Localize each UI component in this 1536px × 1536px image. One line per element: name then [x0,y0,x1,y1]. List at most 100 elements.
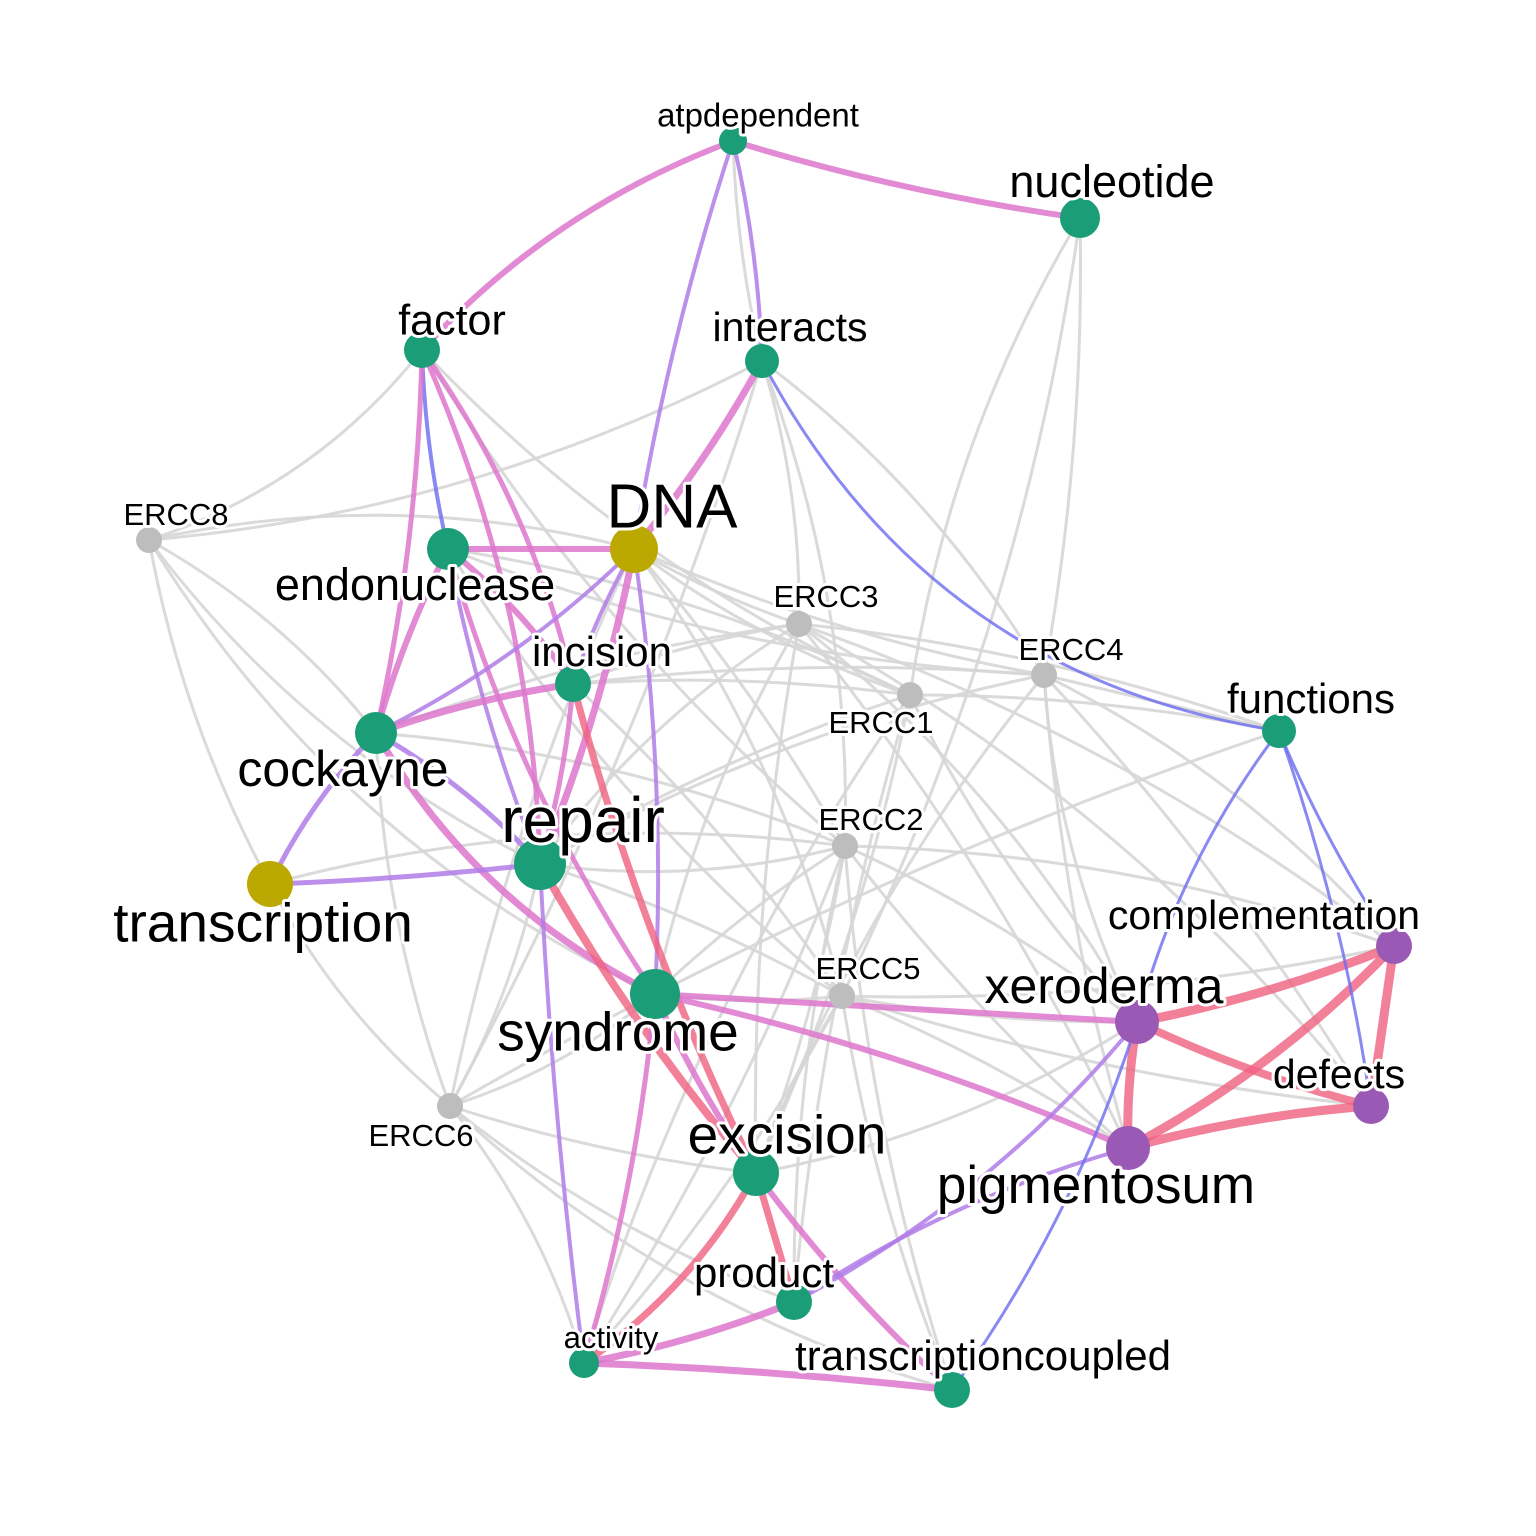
node-label-pigmentosum: pigmentosum [937,1156,1255,1215]
node-label-DNA: DNA [607,472,739,541]
edge-ERCC2-DNA [632,547,847,848]
edge-xeroderma-transcriptioncoupled [950,1020,1139,1392]
edge-ERCC5-complementation [840,944,1396,999]
node-label-transcription: transcription [113,892,413,954]
edge-ERCC2-complementation [843,844,1396,948]
edge-ERCC4-pigmentosum [1042,673,1130,1150]
edge-ERCC1-xeroderma [908,693,1139,1024]
edge-repair-activity [538,862,586,1365]
edge-ERCC3-excision [753,622,801,1175]
edge-cockayne-syndrome [372,729,659,998]
edge-activity-product [580,1298,798,1367]
node-label-ERCC3: ERCC3 [773,579,878,614]
node-defects [1353,1088,1389,1124]
edge-ERCC1-DNA [632,547,912,697]
edge-complementation-pigmentosum [1123,941,1399,1153]
edge-ERCC2-pigmentosum [843,844,1130,1150]
edge-incision-excision [569,680,760,1177]
edge-complementation-defects [1366,941,1399,1111]
node-ERCC4 [1031,662,1057,688]
node-ERCC2 [832,833,858,859]
edge-repair-excision [536,860,760,1177]
edge-ERCC1-repair [538,693,912,866]
edge-interacts-DNA [630,357,766,553]
node-label-xeroderma: xeroderma [985,958,1224,1014]
node-label-product: product [694,1249,834,1296]
edge-ERCC3-syndrome [653,622,801,996]
node-ERCC6 [437,1093,463,1119]
edge-ERCC8-syndrome [147,538,657,996]
edge-atpdependent-interacts [731,139,764,363]
edge-ERCC3-complementation [797,622,1396,948]
edge-ERCC5-endonuclease [446,547,844,998]
edge-syndrome-xeroderma [652,991,1140,1025]
edge-syndrome-activity [581,991,658,1366]
edge-atpdependent-interacts [731,139,764,363]
edge-incision-cockayne [372,680,577,737]
edge-functions-xeroderma [1135,729,1281,1024]
edge-ERCC3-interacts [760,359,801,626]
edge-ERCC6-interacts [448,359,764,1108]
node-cockayne [355,712,397,754]
node-label-cockayne: cockayne [237,741,448,797]
node-xeroderma [1115,1000,1159,1044]
edge-DNA-syndrome [632,547,661,996]
edge-ERCC5-defects [840,994,1373,1108]
edge-endonuclease-incision [445,546,576,687]
node-label-excision: excision [688,1104,887,1166]
node-label-ERCC4: ERCC4 [1018,632,1123,667]
edge-ERCC8-transcription [147,538,272,886]
edge-ERCC3-repair [538,622,801,866]
edge-ERCC2-syndrome [653,844,847,996]
edge-xeroderma-complementation [1132,941,1399,1027]
edge-ERCC3-xeroderma [797,622,1139,1024]
node-endonuclease [427,528,469,570]
edge-ERCC1-incision [571,678,912,697]
label-layer: atpdependent nucleotide factor interacts ERC… [110,94,1423,1382]
node-label-defects: defects [1273,1051,1405,1097]
node-label-ERCC5: ERCC5 [815,951,920,986]
node-factor [404,332,440,368]
node-label-transcriptioncoupled: transcriptioncoupled [795,1332,1171,1379]
node-incision [555,666,591,702]
edge-DNA-repair [536,545,638,868]
edge-endonuclease-cockayne [373,546,451,736]
node-syndrome [630,969,680,1019]
edge-ERCC5-incision [571,682,844,998]
node-layer [136,127,1412,1408]
edge-ERCC2-transcription [268,831,847,886]
edge-repair-transcription [267,861,543,887]
node-ERCC5 [829,983,855,1009]
edge-ERCC5-activity [582,994,844,1365]
node-label-ERCC2: ERCC2 [818,802,923,837]
edge-factor-incision [419,347,576,687]
edge-ERCC8-interacts [147,359,764,542]
node-DNA [610,525,658,573]
edge-ERCC8-DNA [147,513,636,551]
edge-ERCC2-interacts [760,359,847,848]
edge-ERCC5-DNA [632,547,844,998]
edge-ERCC4-defects [1042,673,1373,1108]
edge-ERCC6-activity [448,1104,586,1365]
edge-ERCC4-incision [571,665,1046,686]
edge-ERCC4-interacts [760,359,1046,677]
node-excision [733,1150,779,1196]
edge-ERCC3-incision [571,622,801,686]
edge-endonuclease-repair [446,547,542,866]
node-label-ERCC8: ERCC8 [123,497,228,532]
node-ERCC1 [897,682,923,708]
edge-defects-pigmentosum [1123,1101,1376,1153]
node-label-atpdependent: atpdependent [657,97,859,134]
edge-ERCC6-functions [448,729,1281,1108]
edge-ERCC3-pigmentosum [797,622,1130,1150]
edge-ERCC2-cockayne [374,731,847,848]
node-label-factor: factor [398,296,506,344]
node-ERCC8 [136,527,162,553]
edge-ERCC2-transcriptioncoupled [843,844,954,1392]
edge-ERCC5-pigmentosum [840,994,1130,1150]
node-label-activity: activity [564,1320,659,1355]
edge-atpdependent-factor [419,138,736,353]
node-label-interacts: interacts [713,304,868,350]
edge-excision-activity [580,1169,760,1367]
edge-ERCC5-transcriptioncoupled [840,994,954,1392]
